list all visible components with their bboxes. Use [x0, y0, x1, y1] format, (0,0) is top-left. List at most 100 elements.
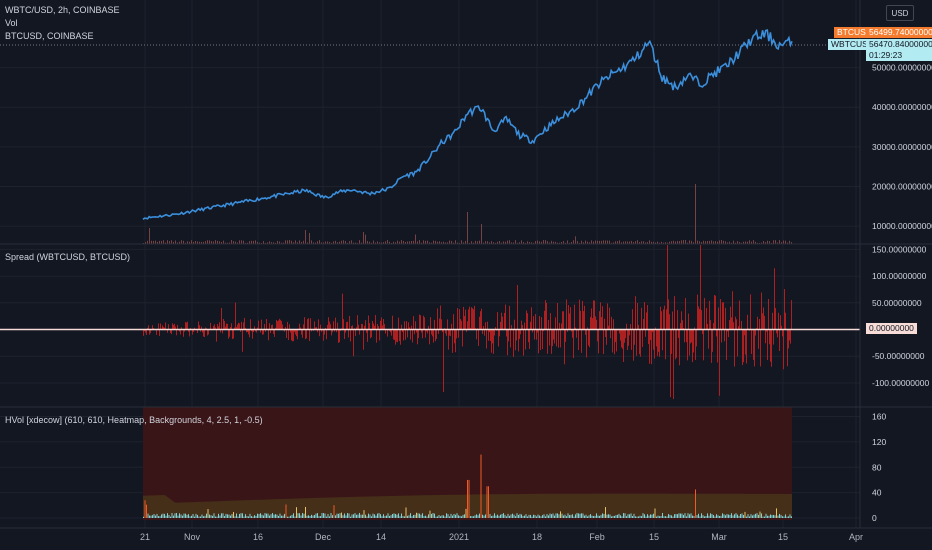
spread-bar: [486, 329, 487, 349]
volume-bar: [733, 240, 734, 244]
volume-bar: [197, 241, 198, 244]
hvol-bar: [332, 515, 333, 518]
hvol-bar: [345, 515, 347, 518]
spread-bar: [342, 293, 343, 330]
hvol-bar: [524, 515, 525, 518]
spread-bar: [561, 323, 562, 330]
volume-bar: [185, 242, 186, 244]
btc-symbol-tag: BTCUSD: [834, 27, 872, 38]
spread-bar: [783, 329, 784, 370]
spread-bar: [465, 309, 466, 330]
hvol-bar: [303, 513, 305, 518]
volume-bar: [655, 242, 656, 244]
spread-bar: [228, 329, 229, 339]
spread-bar: [156, 329, 157, 335]
spread-bar: [722, 302, 723, 330]
hvol-bar: [243, 516, 245, 518]
hvol-bar: [210, 515, 212, 518]
spread-bar: [266, 318, 267, 330]
volume-bar: [147, 240, 148, 244]
spread-bar: [520, 329, 521, 335]
spread-bar: [463, 306, 464, 330]
volume-bar: [635, 241, 636, 244]
spread-bar: [198, 321, 199, 330]
spread-legend[interactable]: Spread (WBTCUSD, BTCUSD): [5, 252, 131, 262]
volume-bar: [559, 242, 560, 244]
hvol-bar: [153, 514, 155, 518]
hvol-bar: [180, 514, 182, 518]
volume-bar: [517, 242, 518, 244]
spread-bar: [423, 315, 424, 330]
hvol-bar: [575, 514, 576, 518]
spread-bar: [428, 325, 429, 330]
volume-bar: [301, 241, 302, 244]
spread-bar: [190, 327, 191, 330]
volume-bar: [187, 241, 188, 244]
spread-bar: [662, 329, 663, 351]
volume-bar: [205, 241, 206, 244]
spread-bar: [788, 329, 789, 349]
spread-bar: [355, 329, 356, 337]
spread-bar: [574, 304, 575, 330]
volume-bar: [313, 242, 314, 244]
currency-button[interactable]: USD: [886, 5, 914, 21]
hvol-tick-label: 80: [872, 462, 882, 472]
spread-bar: [453, 314, 454, 330]
hvol-legend[interactable]: HVol [xdecow] (610, 610, Heatmap, Backgr…: [5, 415, 263, 425]
spread-bar: [732, 291, 733, 330]
spread-bar: [229, 329, 230, 337]
volume-bar: [609, 240, 610, 244]
hvol-bar: [225, 513, 227, 518]
spread-bar: [200, 329, 201, 332]
spread-bar: [490, 329, 491, 342]
spread-bar: [328, 317, 329, 330]
spread-bar: [687, 329, 688, 361]
spread-bar: [641, 307, 642, 330]
hvol-bar: [717, 515, 719, 518]
spread-bar: [413, 316, 414, 330]
volume-bar: [521, 240, 522, 244]
time-tick-label: 2021: [449, 532, 469, 542]
spread-bar: [382, 325, 383, 330]
time-tick-label: Feb: [589, 532, 605, 542]
hvol-bar: [591, 515, 593, 518]
spread-bar: [704, 297, 705, 330]
hvol-bar: [179, 513, 180, 518]
hvol-bar: [612, 515, 614, 518]
symbol-title[interactable]: WBTC/USD, 2h, COINBASE: [5, 5, 120, 15]
hvol-bar: [720, 515, 722, 518]
spread-bar: [471, 307, 472, 330]
hvol-bar: [738, 515, 740, 518]
volume-bar: [519, 242, 520, 244]
hvol-bar: [672, 516, 674, 518]
spread-bar: [686, 329, 687, 343]
volume-bar: [759, 242, 760, 244]
hvol-bar: [543, 514, 545, 518]
spread-bar: [147, 327, 148, 330]
spread-bar: [356, 327, 357, 330]
spread-bar: [745, 329, 746, 355]
spread-bar: [620, 329, 621, 341]
spread-bar: [250, 319, 251, 330]
hvol-bar: [504, 514, 506, 518]
volume-bar: [697, 240, 698, 244]
volume-bar: [161, 240, 162, 244]
hvol-bar: [656, 516, 657, 518]
volume-bar: [213, 241, 214, 244]
hvol-bar: [576, 512, 578, 518]
spread-bar: [287, 321, 288, 330]
spread-bar: [308, 318, 309, 330]
hvol-bar: [698, 513, 699, 518]
hvol-bars: [143, 454, 792, 518]
symbol-legend[interactable]: WBTC/USD, 2h, COINBASE Vol BTCUSD, COINB…: [5, 4, 120, 43]
hvol-bar: [579, 513, 581, 518]
volume-bar: [293, 242, 294, 244]
hvol-bar: [335, 515, 336, 518]
spread-bar: [434, 319, 435, 330]
hvol-bar: [386, 515, 387, 518]
compare-legend[interactable]: BTCUSD, COINBASE: [5, 31, 94, 41]
volume-legend[interactable]: Vol: [5, 18, 18, 28]
volume-bar: [707, 240, 708, 244]
hvol-bar: [494, 513, 495, 518]
